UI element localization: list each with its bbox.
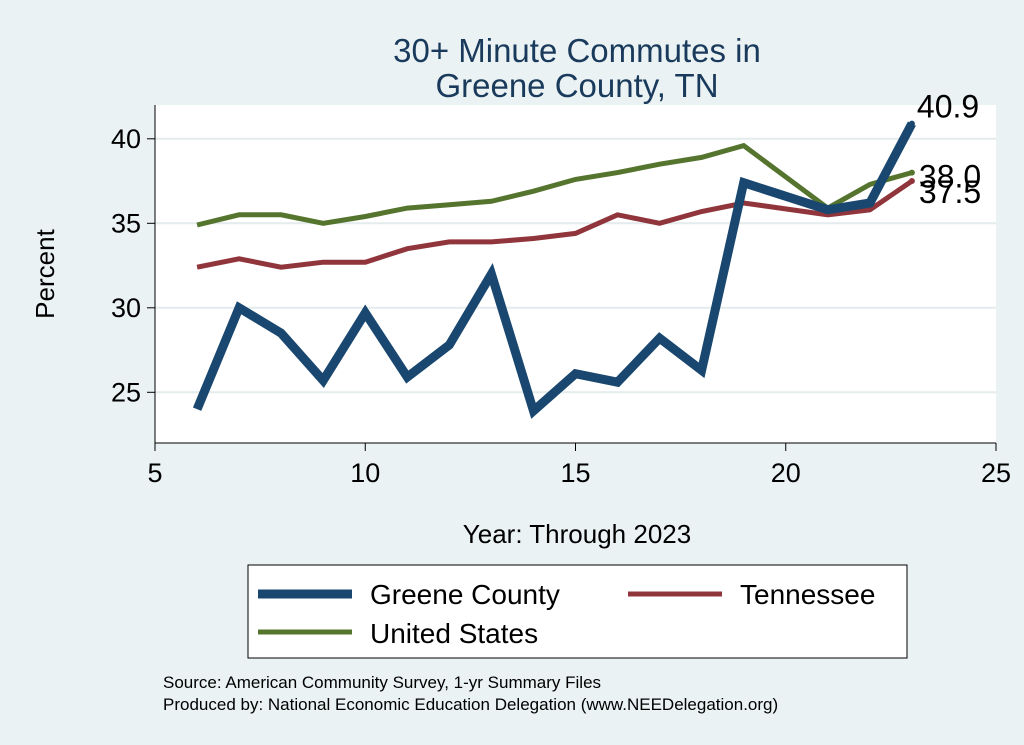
point-tennessee-10 (365, 262, 366, 263)
point-greene-county-15 (575, 373, 576, 374)
y-tick-label-40: 40 (111, 124, 141, 154)
point-tennessee-12 (449, 241, 450, 242)
point-united-states-7 (239, 214, 240, 215)
x-axis-ticks: 5 10 15 20 25 (147, 443, 1011, 488)
end-marker-greene-county (908, 120, 915, 127)
x-tick-label-15: 15 (560, 458, 590, 488)
point-greene-county-8 (281, 333, 282, 334)
point-greene-county-17 (659, 338, 660, 339)
point-greene-county-6 (197, 409, 198, 410)
point-tennessee-7 (239, 258, 240, 259)
point-greene-county-9 (323, 380, 324, 381)
end-labels: 40.9 37.538.0 (917, 89, 981, 210)
point-united-states-11 (407, 208, 408, 209)
plot-area (155, 105, 996, 443)
series-line-tennessee (196, 179, 914, 270)
point-united-states-14 (533, 191, 534, 192)
point-united-states-17 (659, 164, 660, 165)
point-tennessee-16 (617, 214, 618, 215)
y-axis-label: Percent (30, 228, 60, 318)
series-line-greene-county (192, 121, 916, 419)
point-united-states-16 (617, 172, 618, 173)
end-label-greene-county: 40.9 (917, 89, 979, 125)
end-label-tennessee: 37.5 (919, 174, 981, 210)
point-united-states-15 (575, 179, 576, 180)
legend-label-united-states: United States (370, 618, 538, 649)
point-tennessee-13 (491, 241, 492, 242)
point-greene-county-13 (491, 274, 492, 275)
point-tennessee-22 (869, 209, 870, 210)
point-united-states-6 (197, 224, 198, 225)
producer-note: Produced by: National Economic Education… (163, 695, 778, 714)
x-tick-label-5: 5 (147, 458, 162, 488)
point-united-states-18 (701, 157, 702, 158)
point-united-states-8 (281, 214, 282, 215)
x-axis-label: Year: Through 2023 (463, 519, 691, 549)
y-axis-ticks: 25 30 35 40 (111, 124, 155, 407)
point-united-states-22 (869, 184, 870, 185)
point-tennessee-8 (281, 267, 282, 268)
point-tennessee-21 (827, 214, 828, 215)
gridlines (155, 137, 996, 394)
point-tennessee-6 (197, 267, 198, 268)
point-greene-county-18 (701, 370, 702, 371)
series-lines (192, 120, 916, 419)
x-tick-label-25: 25 (981, 458, 1011, 488)
point-united-states-13 (491, 201, 492, 202)
point-tennessee-18 (701, 211, 702, 212)
legend-label-tennessee: Tennessee (740, 579, 875, 610)
end-label-united-states: 38.0 (919, 159, 981, 195)
point-greene-county-22 (869, 203, 870, 204)
point-greene-county-7 (239, 307, 240, 308)
point-greene-county-21 (827, 209, 828, 210)
point-tennessee-9 (323, 262, 324, 263)
x-tick-label-20: 20 (771, 458, 801, 488)
chart-title-line-2: Greene County, TN (435, 67, 718, 104)
y-tick-label-35: 35 (111, 208, 141, 238)
point-greene-county-11 (407, 377, 408, 378)
point-greene-county-16 (617, 382, 618, 383)
series-line-united-states (196, 142, 913, 228)
legend-label-greene-county: Greene County (370, 579, 560, 610)
point-tennessee-14 (533, 238, 534, 239)
point-tennessee-11 (407, 248, 408, 249)
x-tick-label-10: 10 (350, 458, 380, 488)
end-marker-tennessee (908, 178, 915, 185)
point-tennessee-17 (659, 223, 660, 224)
point-tennessee-15 (575, 233, 576, 234)
point-greene-county-12 (449, 344, 450, 345)
point-united-states-19 (743, 145, 744, 146)
point-greene-county-14 (533, 410, 534, 411)
source-note: Source: American Community Survey, 1-yr … (163, 673, 601, 692)
y-tick-label-25: 25 (111, 377, 141, 407)
point-united-states-9 (323, 223, 324, 224)
point-greene-county-19 (743, 182, 744, 183)
end-marker-united-states (908, 169, 915, 176)
chart-title-line-1: 30+ Minute Commutes in (393, 32, 761, 69)
point-greene-county-10 (365, 312, 366, 313)
legend-box (247, 564, 908, 659)
y-tick-label-30: 30 (111, 293, 141, 323)
point-united-states-10 (365, 216, 366, 217)
point-united-states-12 (449, 204, 450, 205)
